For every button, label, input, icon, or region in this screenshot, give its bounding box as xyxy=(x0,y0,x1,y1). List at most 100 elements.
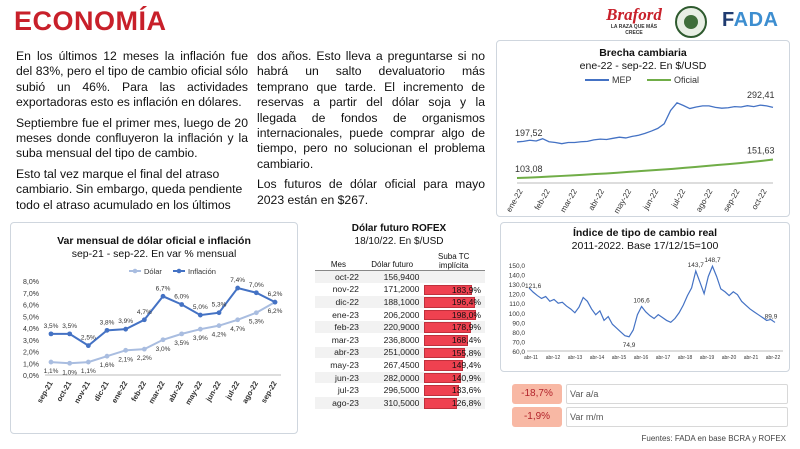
x-tick-label: abr-20 xyxy=(722,355,737,361)
x-tick-label: jun-22 xyxy=(203,380,222,404)
cell-dolar-futuro: 251,0000 xyxy=(361,346,423,360)
cell-mes: jun-23 xyxy=(315,371,362,385)
x-tick-label: abr-22 xyxy=(766,355,781,361)
data-point xyxy=(141,346,147,352)
data-label: 6,2% xyxy=(268,308,283,315)
y-tick-label: 130,0 xyxy=(509,282,526,289)
cell-mes: dic-22 xyxy=(315,295,362,309)
annotation-label: 106,6 xyxy=(633,297,650,304)
data-point xyxy=(67,360,73,366)
itcr-chart-title: Índice de tipo de cambio real xyxy=(572,227,718,239)
data-point xyxy=(160,293,166,299)
suba-value: 198,0% xyxy=(451,309,481,320)
series-oficial-line xyxy=(516,158,774,179)
cell-suba: 183,9% xyxy=(422,283,485,297)
y-tick-label: 140,0 xyxy=(509,273,526,280)
suba-bar xyxy=(424,334,469,346)
x-tick-label: ene-22 xyxy=(110,380,130,405)
data-point xyxy=(123,347,129,353)
data-point xyxy=(123,326,129,332)
data-label: 1,0% xyxy=(62,369,77,376)
paragraph-atraso: Esto tal vez marque el final del atraso … xyxy=(16,166,243,212)
var-mensual-chart: 8,0% 7,0% 6,0% 5,0% 4,0% 3,0% 2,0% 1,0% 0,0% Dóla… xyxy=(23,267,283,406)
rofex-table: Mes Dólar futuro Suba TC implícita oct-2… xyxy=(315,252,485,410)
x-tick-label: feb-22 xyxy=(533,187,552,212)
paragraph-futures: Los futuros de dólar oficial para mayo 2… xyxy=(257,177,485,207)
brecha-chart-title: Brecha cambiaria xyxy=(599,47,687,59)
x-tick-label: abr-12 xyxy=(546,355,561,361)
annotation-mep-end: 292,41 xyxy=(747,90,775,100)
data-point xyxy=(235,317,241,323)
suba-bar xyxy=(424,372,462,384)
kpi-var-aa-value: -18,7% xyxy=(512,384,562,404)
suba-bar xyxy=(424,347,465,359)
y-tick-label: 5,0% xyxy=(23,314,39,321)
data-point xyxy=(216,310,222,316)
cell-suba: 133,6% xyxy=(422,383,485,397)
suba-value: 196,4% xyxy=(451,297,481,308)
annotation-mep-start: 197,52 xyxy=(515,128,543,138)
suba-value: 155,8% xyxy=(451,347,481,358)
suba-bar xyxy=(424,360,464,371)
annotation-label: 148,7 xyxy=(704,257,721,264)
table-row: ago-23 310,5000 126,8% xyxy=(315,396,485,410)
data-label: 6,7% xyxy=(156,285,171,292)
table-row: may-23 267,4500 149,4% xyxy=(315,358,485,372)
data-label: 3,9% xyxy=(193,335,208,342)
suba-value: 126,8% xyxy=(451,397,481,408)
data-point xyxy=(179,331,185,337)
x-tick-label: sep-22 xyxy=(259,380,279,405)
kpi-var-mm-value: -1,9% xyxy=(512,407,562,427)
cell-mes: ago-23 xyxy=(315,396,362,410)
x-tick-label: abr-17 xyxy=(656,355,671,361)
body-text-column-1: En los últimos 12 meses la inflación fue… xyxy=(16,49,248,218)
data-label: 5,0% xyxy=(193,304,208,311)
data-label: 2,5% xyxy=(81,335,96,342)
suba-bar xyxy=(424,397,458,409)
data-label: 5,3% xyxy=(249,319,264,326)
x-tick-label: mar-22 xyxy=(558,187,579,214)
data-point xyxy=(160,337,166,343)
cell-dolar-futuro: 156,9400 xyxy=(361,270,423,284)
x-tick-label: abr-21 xyxy=(744,355,759,361)
annotation-oficial-end: 151,63 xyxy=(747,145,775,155)
series-mep-line xyxy=(516,102,774,145)
col-header-suba: Suba TC implícita xyxy=(422,252,485,271)
x-tick-label: ene-22 xyxy=(504,187,525,214)
table-row: abr-23 251,0000 155,8% xyxy=(315,346,485,360)
suba-value: 133,6% xyxy=(451,385,481,396)
x-tick-label: jul-22 xyxy=(223,380,241,402)
data-label: 3,9% xyxy=(118,318,133,325)
itcr-chart: 150,0 140,0 130,0 120,0 110,0 100,0 90,0 80,0 70… xyxy=(509,257,783,361)
x-tick-label: abr-14 xyxy=(590,355,605,361)
data-label: 2,2% xyxy=(137,355,152,362)
x-tick-label: sep-21 xyxy=(35,380,55,405)
legend-mep-label: MEP xyxy=(612,75,632,85)
y-tick-label: 60,0 xyxy=(512,349,525,356)
cell-dolar-futuro: 282,0000 xyxy=(361,371,423,385)
brecha-chart-subtitle: ene-22 - sep-22. En $/USD xyxy=(579,60,707,72)
data-point xyxy=(197,312,203,318)
suba-bar xyxy=(424,284,473,296)
x-tick-label: feb-22 xyxy=(129,380,148,404)
annotation-oficial-start: 103,08 xyxy=(515,164,543,174)
y-tick-label: 8,0% xyxy=(23,279,39,286)
legend-oficial-label: Oficial xyxy=(674,75,699,85)
data-point xyxy=(235,285,241,291)
page-title: ECONOMÍA xyxy=(14,6,167,36)
x-tick-label: ago-22 xyxy=(240,380,260,405)
legend-dolar-label: Dólar xyxy=(144,267,162,276)
legend-dolar-marker xyxy=(132,268,138,274)
x-tick-label: nov-21 xyxy=(72,380,92,405)
y-tick-label: 150,0 xyxy=(509,263,526,270)
y-tick-label: 0,0% xyxy=(23,373,39,380)
col-header-dolar-futuro: Dólar futuro xyxy=(361,252,423,271)
cell-suba: 178,9% xyxy=(422,320,485,334)
data-label: 4,7% xyxy=(137,309,152,316)
cell-suba: 149,4% xyxy=(422,358,485,372)
x-tick-label: ago-22 xyxy=(694,187,715,214)
data-point xyxy=(253,290,259,296)
data-point xyxy=(48,331,54,337)
x-tick-label: dic-21 xyxy=(92,380,111,403)
y-tick-label: 6,0% xyxy=(23,303,39,310)
